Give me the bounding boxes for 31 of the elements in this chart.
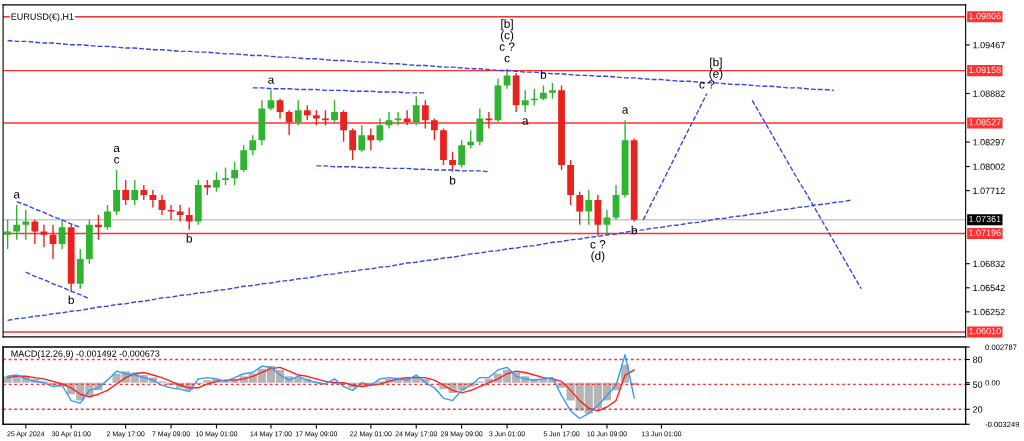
text: a — [268, 77, 275, 84]
text: a — [13, 191, 20, 199]
y-tick-label: 1.07712 — [973, 187, 1005, 195]
y-tick-label: 1.09467 — [973, 41, 1005, 49]
ref-line-label: 1.08527 — [969, 119, 1001, 126]
y2-tick-label: 20 — [973, 406, 983, 413]
y-tick-label: 1.06252 — [973, 308, 1005, 316]
y-tick-label: 1.06832 — [973, 260, 1005, 268]
text: a — [622, 107, 629, 114]
text: [b] (c) c ? c — [499, 19, 515, 63]
chart-title: MACD(12,26,9) -0.001492 -0.000673 — [11, 350, 160, 359]
ref-line-label: 1.09158 — [969, 66, 1001, 74]
y-tick-label: 1.08297 — [973, 139, 1005, 146]
text: b — [186, 234, 193, 243]
y-tick-label: 1.06542 — [973, 284, 1005, 292]
text: c ? (d) — [590, 240, 606, 263]
ref-line-label: 1.07196 — [969, 229, 1001, 236]
text: EURUSD(€),H1 — [11, 13, 74, 22]
data-label: [b] (e) — [709, 57, 723, 81]
text: b — [68, 295, 74, 305]
y-tick-label: 1.08002 — [973, 163, 1005, 170]
ref-line-label: 1.09806 — [969, 12, 1001, 20]
y-tick-label: 1.08882 — [973, 90, 1005, 97]
y2-tick-label: 50 — [972, 381, 983, 388]
ref-line-label: 1.06010 — [969, 327, 1001, 335]
ref-line-label: 1.07361 — [969, 215, 1001, 223]
text: a — [522, 118, 529, 125]
text: b — [540, 70, 547, 79]
text: b — [450, 175, 456, 185]
text: a c — [113, 145, 120, 164]
y2-tick-label: 80 — [972, 356, 983, 363]
